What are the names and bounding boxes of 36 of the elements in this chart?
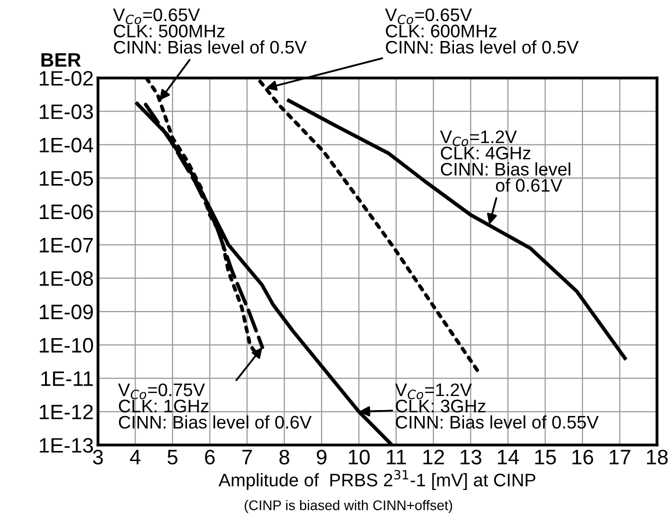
text: (CINP is biased with CINN+offset) (244, 500, 452, 513)
x-tick-label: 17 (610, 450, 630, 464)
annotation: V$_{Co}$=0.65V CLK: 500MHz CINN: Bias level of 0.5V (113, 8, 307, 54)
x-tick-label: 6 (205, 450, 215, 464)
y-tick-label: 1E-05 (40, 171, 93, 186)
y-tick-label: 1E-11 (41, 371, 93, 386)
x-tick-label: 13 (460, 450, 482, 464)
y-axis-title: BER (41, 53, 81, 67)
annotation: V$_{Co}$=0.65V CLK: 600MHz CINN: Bias level of 0.5V (385, 8, 579, 54)
x-tick-label: 12 (423, 450, 444, 464)
x-tick-label: 9 (316, 450, 326, 464)
x-tick-label: 11 (386, 450, 406, 464)
y-tick-label: 1E-06 (40, 204, 93, 220)
annotation: V$_{Co}$=0.75V CLK: 1GHz CINN: Bias level of 0.6V (118, 383, 312, 429)
x-tick-label: 3 (93, 450, 103, 464)
y-tick-label: 1E-03 (40, 104, 93, 120)
annotation: V$_{Co}$=1.2V CLK: 3GHz CINN: Bias level of 0.55V (395, 383, 599, 429)
x-tick-label: 7 (242, 450, 252, 464)
x-tick-label: 8 (279, 450, 290, 464)
x-tick-label: 4 (130, 450, 140, 464)
y-tick-label: 1E-02 (40, 71, 93, 86)
y-tick-label: 1E-08 (40, 271, 93, 286)
x-tick-label: 10 (348, 450, 370, 464)
x-axis-title: Amplitude of PRBS 2$^{31}$-1 [mV] at CINP (218, 470, 536, 490)
y-tick-label: 1E-10 (40, 338, 94, 353)
x-tick-label: 16 (572, 450, 594, 464)
y-tick-label: 1E-07 (40, 238, 93, 253)
y-tick-label: 1E-13 (40, 438, 93, 453)
x-tick-label: 15 (535, 450, 556, 464)
y-tick-label: 1E-04 (40, 138, 94, 152)
x-tick-label: 18 (647, 450, 668, 464)
y-tick-label: 1E-09 (40, 304, 93, 320)
x-tick-label: 5 (168, 450, 178, 464)
y-tick-label: 1E-12 (40, 404, 93, 420)
x-tick-label: 14 (498, 450, 519, 464)
annotation: V$_{Co}$=1.2V CLK: 4GHz CINN: Bias level of 0.61V (440, 130, 570, 192)
